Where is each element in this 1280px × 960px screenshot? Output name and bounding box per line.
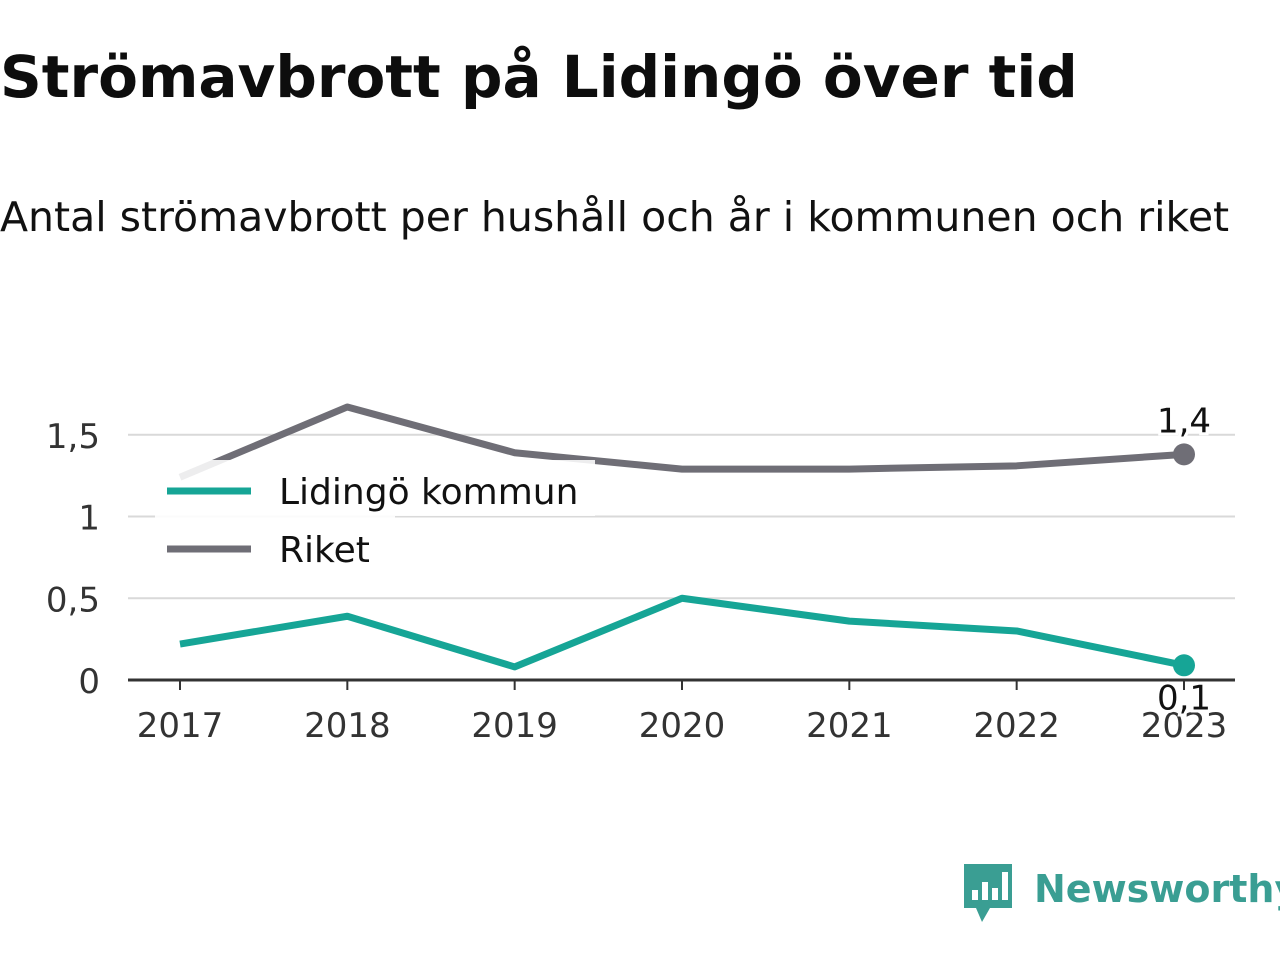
series-line-lidingo xyxy=(179,594,1185,671)
series-lines xyxy=(178,403,1195,677)
x-axis: 2017 2018 2019 2020 2021 2022 2023 xyxy=(128,678,1235,746)
y-tick-label: 0 xyxy=(78,662,100,702)
end-labels: 1,4 0,1 xyxy=(1154,398,1214,721)
y-tick-label: 1 xyxy=(78,499,100,539)
chart-subtitle: Antal strömavbrott per hushåll och år i … xyxy=(0,193,1230,241)
chart-title: Strömavbrott på Lidingö över tid xyxy=(0,43,1078,111)
end-point-marker xyxy=(1173,443,1195,466)
series-line-riket xyxy=(178,403,1185,481)
y-axis: 0 0,5 1 1,5 xyxy=(46,417,100,702)
y-tick-label: 1,5 xyxy=(46,417,100,457)
x-tick-label: 2020 xyxy=(639,706,726,746)
newsworthy-logo-icon xyxy=(964,864,1012,922)
end-label-lidingo: 0,1 xyxy=(1157,678,1211,718)
x-tick-label: 2019 xyxy=(471,706,558,746)
end-label-riket: 1,4 xyxy=(1157,401,1211,441)
legend-label: Lidingö kommun xyxy=(279,472,578,513)
legend: Lidingö kommun Riket xyxy=(155,460,595,576)
legend-label: Riket xyxy=(279,530,370,571)
x-tick-label: 2022 xyxy=(973,706,1060,746)
brand-logo: Newsworthy xyxy=(962,862,1280,928)
y-tick-label: 0,5 xyxy=(46,580,100,620)
brand-name: Newsworthy xyxy=(1034,867,1280,911)
x-tick-label: 2017 xyxy=(137,706,224,746)
x-tick-label: 2018 xyxy=(304,706,391,746)
end-point-marker xyxy=(1173,654,1195,677)
x-tick-label: 2023 xyxy=(1141,706,1228,746)
x-tick-label: 2021 xyxy=(806,706,893,746)
